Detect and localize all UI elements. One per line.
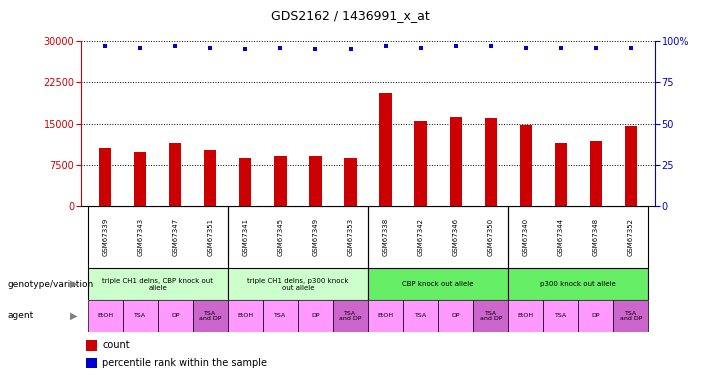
Bar [368,300,403,332]
Bar [228,268,368,300]
Bar [344,158,357,206]
Text: TSA
and DP: TSA and DP [479,310,502,321]
Text: DP: DP [451,314,460,318]
Text: TSA: TSA [414,314,427,318]
Text: TSA: TSA [274,314,287,318]
Text: TSA: TSA [554,314,567,318]
Text: p300 knock out allele: p300 knock out allele [540,281,616,287]
Point [170,43,181,49]
Text: TSA
and DP: TSA and DP [339,310,362,321]
Text: DP: DP [592,314,600,318]
Text: GSM67351: GSM67351 [207,218,213,256]
Bar [473,300,508,332]
Bar [438,300,473,332]
Bar [86,340,97,351]
Text: GSM67345: GSM67345 [278,218,283,256]
Bar [158,300,193,332]
Bar [403,300,438,332]
Bar [590,141,602,206]
Text: GSM67338: GSM67338 [383,218,388,256]
Bar [298,300,333,332]
Point [205,45,216,51]
Bar [169,143,182,206]
Point [100,43,111,49]
Bar [239,158,252,206]
Bar [554,143,567,206]
Bar [578,300,613,332]
Point [555,45,566,51]
Bar [508,300,543,332]
Bar [99,148,111,206]
Text: EtOH: EtOH [377,314,394,318]
Bar [88,268,228,300]
Bar [86,358,97,368]
Point [450,43,461,49]
Text: CBP knock out allele: CBP knock out allele [402,281,474,287]
Point [485,43,496,49]
Text: EtOH: EtOH [97,314,114,318]
Bar [134,152,147,206]
Text: GSM67342: GSM67342 [418,218,423,256]
Bar [333,300,368,332]
Text: percentile rank within the sample: percentile rank within the sample [102,358,268,368]
Bar [309,156,322,206]
Point [275,45,286,51]
Text: GSM67349: GSM67349 [313,218,318,256]
Bar [543,300,578,332]
Text: TSA
and DP: TSA and DP [620,310,642,321]
Bar [414,121,427,206]
Text: GSM67350: GSM67350 [488,218,494,256]
Text: GSM67347: GSM67347 [172,218,178,256]
Point [590,45,601,51]
Bar [193,300,228,332]
Text: GSM67352: GSM67352 [628,218,634,256]
Bar [88,300,123,332]
Text: ▶: ▶ [69,279,77,289]
Bar [519,125,532,206]
Bar [368,268,508,300]
Text: GSM67346: GSM67346 [453,218,458,256]
Text: TSA
and DP: TSA and DP [199,310,222,321]
Bar [123,300,158,332]
Text: GSM67344: GSM67344 [558,218,564,256]
Point [135,45,146,51]
Point [345,46,356,53]
Text: TSA: TSA [134,314,147,318]
Text: GSM67343: GSM67343 [137,218,143,256]
Text: genotype/variation: genotype/variation [7,280,93,289]
Text: count: count [102,340,130,350]
Bar [228,300,263,332]
Text: ▶: ▶ [69,311,77,321]
Bar [625,126,637,206]
Bar [274,156,287,206]
Text: GSM67339: GSM67339 [102,218,108,256]
Text: GSM67348: GSM67348 [593,218,599,256]
Text: GSM67353: GSM67353 [348,218,353,256]
Point [415,45,426,51]
Text: EtOH: EtOH [517,314,534,318]
Point [520,45,531,51]
Bar [508,268,648,300]
Text: DP: DP [171,314,179,318]
Bar [613,300,648,332]
Text: GDS2162 / 1436991_x_at: GDS2162 / 1436991_x_at [271,9,430,22]
Text: agent: agent [7,311,33,320]
Point [625,45,637,51]
Point [310,46,321,53]
Text: DP: DP [311,314,320,318]
Text: GSM67340: GSM67340 [523,218,529,256]
Bar [449,117,462,206]
Text: triple CH1 delns, p300 knock
out allele: triple CH1 delns, p300 knock out allele [247,278,348,291]
Bar [263,300,298,332]
Text: EtOH: EtOH [237,314,254,318]
Bar [379,93,392,206]
Point [240,46,251,53]
Bar [204,150,217,206]
Point [380,43,391,49]
Text: triple CH1 delns, CBP knock out
allele: triple CH1 delns, CBP knock out allele [102,278,213,291]
Bar [484,118,497,206]
Text: GSM67341: GSM67341 [243,218,248,256]
